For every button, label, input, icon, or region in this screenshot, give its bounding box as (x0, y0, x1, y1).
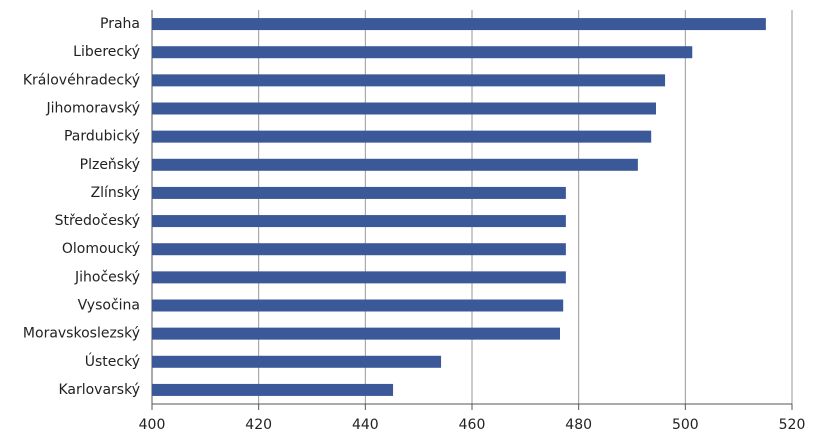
y-tick-label: Vysočina (78, 298, 140, 314)
y-tick-label: Praha (100, 16, 140, 32)
bar (152, 186, 566, 199)
x-tick-label: 500 (672, 417, 699, 433)
bar (152, 130, 652, 143)
y-tick-label: Jihočeský (74, 269, 140, 285)
y-tick-label: Královéhradecký (23, 72, 140, 88)
bar (152, 299, 564, 312)
x-tick-label: 460 (459, 417, 486, 433)
bar (152, 215, 566, 228)
y-tick-label: Pardubický (64, 129, 140, 145)
x-tick-label: 420 (245, 417, 272, 433)
y-tick-label: Středočeský (55, 213, 140, 229)
bar (152, 74, 666, 87)
y-tick-label: Ústecký (85, 352, 140, 370)
bar (152, 18, 766, 31)
bar (152, 158, 638, 171)
x-tick-label: 440 (352, 417, 379, 433)
bar (152, 327, 560, 340)
y-tick-label: Karlovarský (58, 382, 140, 398)
y-tick-label: Plzeňský (80, 157, 140, 173)
x-tick-label: 520 (779, 417, 806, 433)
bar (152, 383, 394, 396)
y-tick-label: Jihomoravský (46, 101, 140, 117)
bar (152, 355, 442, 368)
bar (152, 102, 656, 115)
y-tick-label: Liberecký (73, 44, 140, 60)
bar (152, 46, 693, 59)
x-tick-label: 400 (139, 417, 166, 433)
x-tick-label: 480 (565, 417, 592, 433)
y-tick-label: Zlínský (91, 185, 140, 201)
bar (152, 271, 566, 284)
bar (152, 243, 566, 256)
y-tick-label: Olomoucký (62, 241, 140, 257)
y-tick-label: Moravskoslezský (23, 326, 140, 342)
